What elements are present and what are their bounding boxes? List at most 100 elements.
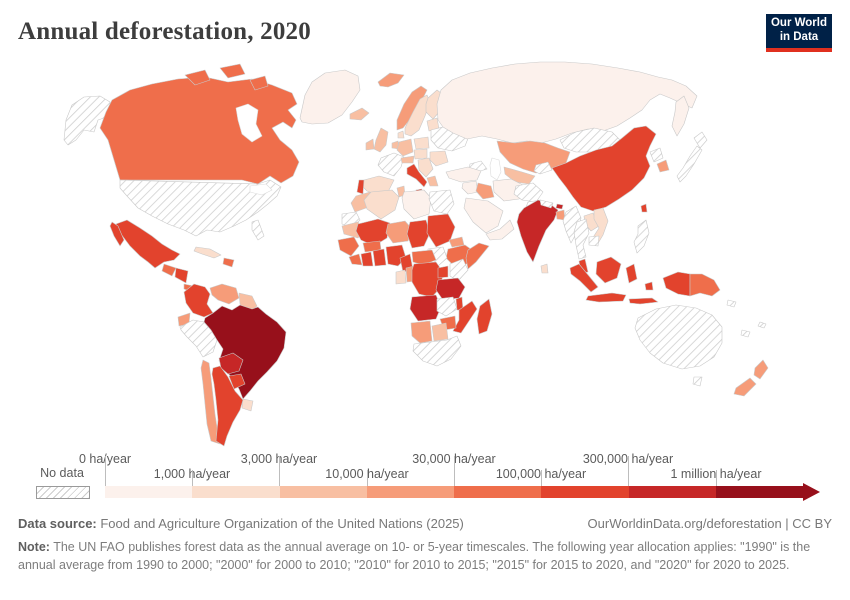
- country-colombia[interactable]: [183, 283, 214, 318]
- country-libya[interactable]: [401, 189, 432, 220]
- country-canada-arctic-2[interactable]: [219, 63, 246, 79]
- legend-segment-1[interactable]: [192, 486, 280, 498]
- country-west-papua[interactable]: [662, 271, 691, 297]
- legend-segment-5[interactable]: [541, 486, 629, 498]
- country-hispaniola[interactable]: [222, 257, 235, 268]
- country-java[interactable]: [585, 292, 627, 303]
- country-botswana[interactable]: [431, 322, 449, 342]
- owid-link[interactable]: OurWorldinData.org/deforestation | CC BY: [587, 516, 832, 531]
- country-somalia[interactable]: [465, 242, 490, 270]
- country-borneo[interactable]: [595, 256, 622, 284]
- country-china[interactable]: [551, 125, 657, 212]
- country-honduras-nicaragua[interactable]: [174, 267, 189, 284]
- country-chad[interactable]: [406, 219, 431, 249]
- country-usa[interactable]: [119, 179, 282, 237]
- country-ireland[interactable]: [365, 138, 375, 151]
- country-japan-hokkaido[interactable]: [693, 131, 708, 149]
- country-greenland[interactable]: [299, 69, 361, 125]
- country-greece[interactable]: [426, 175, 439, 187]
- country-russia[interactable]: [436, 61, 698, 144]
- country-peru[interactable]: [179, 319, 218, 358]
- country-madagascar[interactable]: [476, 298, 493, 335]
- country-new-zealand-north[interactable]: [753, 359, 769, 380]
- country-russia-kamchatka[interactable]: [671, 95, 690, 137]
- country-chile[interactable]: [200, 359, 221, 445]
- country-czech-hungary[interactable]: [413, 148, 428, 160]
- country-canada-arctic-3[interactable]: [249, 75, 269, 91]
- country-romania-bulgaria[interactable]: [429, 150, 449, 167]
- country-zambia[interactable]: [436, 296, 458, 317]
- country-uk[interactable]: [373, 127, 389, 153]
- country-sierra-liberia[interactable]: [348, 253, 363, 266]
- country-uganda[interactable]: [437, 265, 449, 279]
- country-india[interactable]: [516, 199, 559, 263]
- country-italy[interactable]: [406, 163, 428, 188]
- country-mexico[interactable]: [115, 219, 181, 269]
- legend-segment-4[interactable]: [454, 486, 542, 498]
- country-portugal[interactable]: [356, 179, 365, 195]
- country-new-caledonia[interactable]: [740, 329, 751, 338]
- country-sri-lanka[interactable]: [540, 263, 549, 274]
- country-balkans[interactable]: [417, 157, 434, 178]
- country-canada[interactable]: [99, 76, 300, 185]
- legend-segment-3[interactable]: [366, 486, 454, 498]
- country-japan-honshu[interactable]: [676, 145, 703, 183]
- legend-no-data-swatch[interactable]: [36, 486, 90, 499]
- country-new-zealand-south[interactable]: [733, 377, 757, 397]
- country-kyrgyz-tajik[interactable]: [533, 161, 553, 175]
- country-gabon[interactable]: [395, 269, 407, 285]
- country-taiwan[interactable]: [640, 203, 648, 213]
- country-saudi-arabia[interactable]: [463, 197, 504, 234]
- legend-segment-2[interactable]: [279, 486, 367, 498]
- country-australia[interactable]: [634, 304, 723, 370]
- country-iraq[interactable]: [475, 182, 495, 200]
- country-canada-arctic-1[interactable]: [184, 69, 211, 86]
- country-mexico-baja[interactable]: [109, 221, 125, 247]
- country-sulawesi[interactable]: [625, 263, 638, 284]
- country-south-africa[interactable]: [412, 335, 462, 367]
- country-south-korea[interactable]: [656, 159, 670, 173]
- country-paraguay[interactable]: [228, 373, 246, 390]
- country-kenya[interactable]: [449, 258, 469, 282]
- legend-segment-6[interactable]: [628, 486, 716, 498]
- country-syria-levant[interactable]: [461, 180, 479, 195]
- country-mozambique[interactable]: [452, 300, 478, 334]
- country-tanzania[interactable]: [435, 277, 466, 301]
- country-venezuela[interactable]: [209, 283, 240, 305]
- country-mali[interactable]: [355, 218, 391, 247]
- country-philippines[interactable]: [633, 219, 650, 254]
- country-cambodia[interactable]: [588, 235, 600, 247]
- country-france[interactable]: [377, 152, 405, 177]
- country-namibia[interactable]: [410, 320, 433, 344]
- country-brazil[interactable]: [203, 304, 287, 400]
- legend-segment-0[interactable]: [105, 486, 193, 498]
- country-yemen-oman[interactable]: [485, 219, 515, 241]
- country-fiji[interactable]: [757, 321, 767, 329]
- country-argentina[interactable]: [211, 365, 244, 447]
- country-tasmania[interactable]: [692, 376, 703, 387]
- country-bhutan[interactable]: [555, 203, 564, 210]
- country-senegal-guinea[interactable]: [337, 236, 360, 257]
- country-svalbard[interactable]: [377, 72, 405, 88]
- country-sumatra[interactable]: [569, 263, 599, 293]
- country-angola[interactable]: [409, 294, 442, 322]
- country-ghana[interactable]: [372, 248, 387, 267]
- country-maluku[interactable]: [644, 281, 654, 291]
- country-algeria[interactable]: [363, 189, 400, 220]
- country-uruguay[interactable]: [241, 398, 254, 412]
- country-thailand[interactable]: [573, 218, 590, 260]
- country-guatemala[interactable]: [161, 263, 177, 277]
- country-cote-divoire[interactable]: [360, 251, 374, 267]
- country-myanmar[interactable]: [562, 205, 582, 244]
- country-png[interactable]: [689, 273, 721, 297]
- country-niger[interactable]: [385, 220, 413, 244]
- country-switzerland-austria[interactable]: [400, 155, 415, 164]
- country-germany[interactable]: [396, 138, 414, 157]
- country-usa-florida[interactable]: [251, 219, 265, 241]
- country-solomon-is[interactable]: [726, 299, 737, 308]
- country-north-korea[interactable]: [649, 147, 664, 163]
- country-cuba[interactable]: [193, 246, 222, 259]
- country-egypt[interactable]: [428, 189, 455, 215]
- country-iceland[interactable]: [349, 107, 370, 121]
- country-lesser-sunda[interactable]: [628, 297, 659, 305]
